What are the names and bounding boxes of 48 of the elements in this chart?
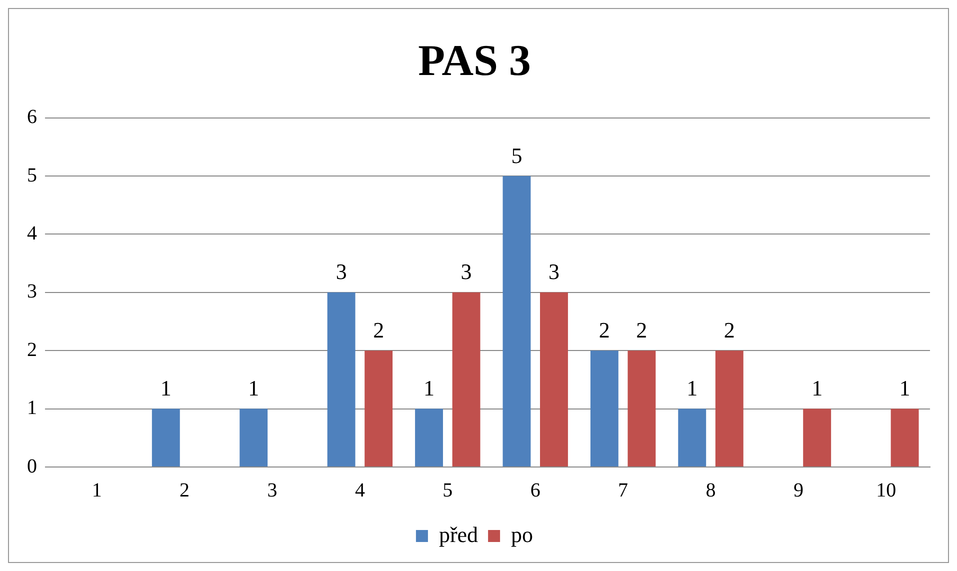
bar — [678, 408, 706, 466]
y-tick-label: 1 — [27, 397, 37, 420]
y-tick-label: 5 — [27, 164, 37, 186]
data-label: 1 — [899, 376, 910, 401]
y-tick-label: 4 — [27, 222, 37, 244]
data-label: 1 — [812, 376, 823, 401]
x-tick-label: 7 — [618, 479, 628, 502]
data-label: 1 — [686, 376, 698, 401]
data-label: 1 — [160, 376, 172, 401]
y-tick-label: 0 — [27, 455, 37, 478]
y-tick-label: 2 — [27, 338, 37, 361]
x-tick-label: 8 — [706, 479, 716, 502]
bar — [364, 350, 393, 466]
bar — [152, 408, 180, 466]
y-tick-label: 3 — [27, 280, 37, 303]
bar — [415, 408, 443, 466]
data-label: 2 — [724, 317, 735, 342]
x-tick-label: 4 — [354, 479, 365, 502]
x-tick-label: 3 — [267, 479, 278, 502]
data-label: 1 — [424, 376, 435, 401]
bar — [240, 408, 268, 466]
bar — [628, 350, 656, 466]
data-label: 1 — [248, 376, 260, 401]
bar — [540, 292, 568, 466]
x-tick-label: 5 — [442, 479, 453, 502]
chart-title: PAS 3 — [418, 36, 531, 85]
bar — [590, 350, 618, 466]
bar — [327, 292, 356, 466]
x-tick-label: 2 — [180, 479, 190, 502]
x-tick-label: 9 — [793, 479, 804, 502]
data-label: 5 — [511, 142, 522, 168]
legend-label: před — [438, 522, 478, 547]
x-tick-label: 6 — [530, 479, 540, 502]
legend-label: po — [511, 522, 534, 547]
data-label: 3 — [336, 259, 347, 284]
y-tick-label: 6 — [27, 106, 37, 128]
data-label: 2 — [373, 317, 384, 342]
data-label: 3 — [460, 259, 472, 284]
bar — [502, 176, 531, 466]
data-label: 2 — [598, 317, 610, 342]
data-label: 3 — [548, 259, 560, 284]
data-label: 2 — [636, 317, 648, 342]
bar — [890, 408, 919, 466]
bar — [803, 408, 832, 466]
bar — [715, 350, 744, 466]
x-tick-label: 1 — [92, 479, 102, 502]
bar — [452, 292, 480, 466]
x-tick-label: 10 — [876, 479, 896, 502]
